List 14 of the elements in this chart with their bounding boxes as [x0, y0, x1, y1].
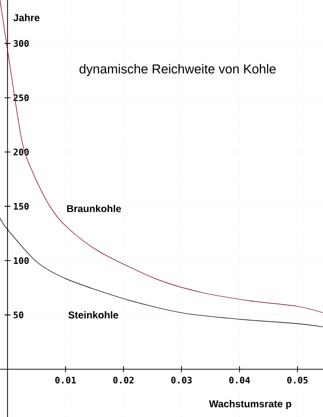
y-tick-label: 100	[14, 257, 29, 264]
series-label: Steinkohle	[68, 311, 118, 318]
x-tick-label: 0.04	[229, 376, 250, 384]
y-axis-title: Jahre	[13, 14, 40, 22]
y-tick-label: 150	[14, 202, 29, 210]
x-tick-label: 0.03	[171, 376, 192, 384]
x-tick-label: 0.05	[287, 376, 308, 384]
x-axis-title: Wachstumsrate p	[209, 400, 292, 410]
y-tick-label: 300	[14, 40, 29, 47]
text: dynamische Reichweite von Kohle	[80, 64, 276, 76]
series-label: Braunkohle	[67, 204, 121, 212]
x-tick-label: 0.01	[55, 376, 76, 384]
y-tick-label: 50	[14, 312, 24, 318]
x-tick-label: 0.02	[113, 376, 134, 384]
